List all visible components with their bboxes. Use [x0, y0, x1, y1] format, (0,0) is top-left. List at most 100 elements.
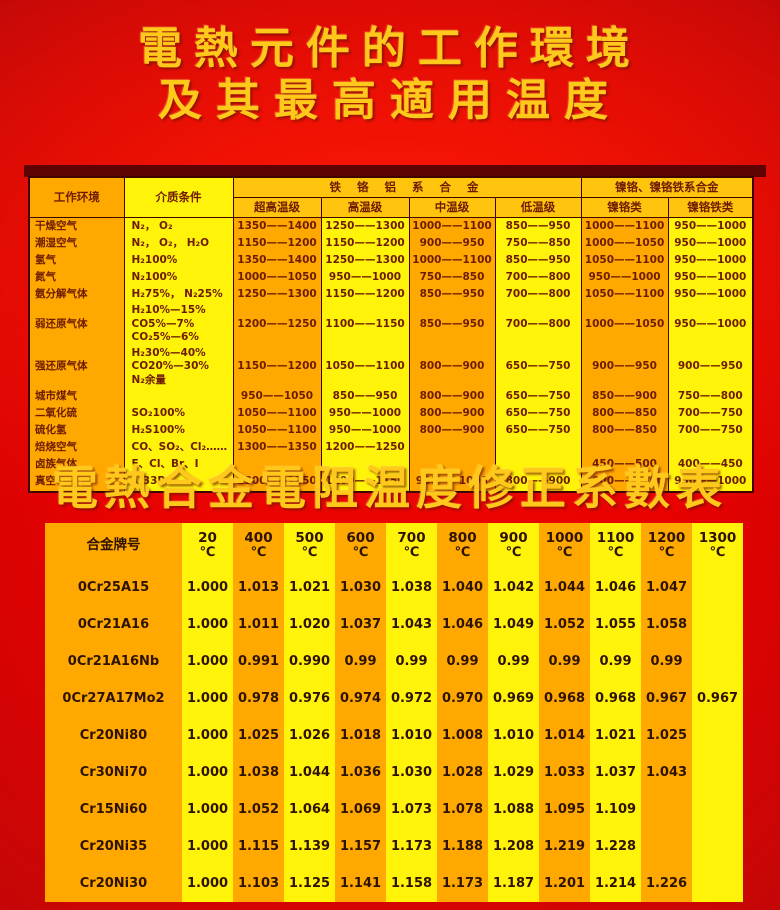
temperature-range-cell: 1350——1400 — [232, 217, 322, 235]
temperature-value-label: 400 — [244, 529, 273, 546]
temperature-range-cell: 1150——1200 — [320, 285, 410, 303]
temperature-range-cell: 1000——1050 — [232, 268, 322, 286]
table-row: 0Cr21A16Nb 1.000 0.991 0.990 0.99 0.99 0.99 0.9… — [45, 643, 743, 680]
coefficient-cell: 1.047 — [641, 569, 692, 606]
temperature-value-label: 900 — [499, 529, 528, 546]
work-environment-cell: 二氧化硫 — [28, 405, 125, 423]
alloy-grade-cell: Cr20Ni80 — [45, 717, 182, 754]
coefficient-cell: 0.99 — [641, 643, 692, 680]
coefficient-cell: 1.000 — [182, 754, 233, 791]
coefficient-cell: 1.201 — [539, 865, 590, 902]
table-row: 城市煤气 950——1050 850——950 800——900 650——750 850… — [28, 388, 754, 406]
medium-condition-cell: H₂75%， N₂25% — [123, 285, 234, 303]
temperature-range-cell: 1100——1150 — [320, 473, 410, 492]
temperature-range-cell: 850——950 — [320, 388, 410, 406]
coefficient-cell: 1.018 — [335, 717, 386, 754]
coefficient-cell: 1.000 — [182, 828, 233, 865]
coefficient-cell: 1.013 — [233, 569, 284, 606]
coefficient-cell: 0.99 — [335, 643, 386, 680]
coefficient-cell: 1.000 — [182, 865, 233, 902]
coefficient-cell: 0.99 — [590, 643, 641, 680]
temperature-range-cell: 900——950 — [580, 345, 669, 389]
alloy-grade-cell: 0Cr27A17Mo2 — [45, 680, 182, 717]
medium-condition-cell: N₂， O₂， H₂O — [123, 234, 234, 252]
work-environment-cell: 真空 — [28, 473, 125, 492]
table-row: 氨分解气体 H₂75%， N₂25% 1250——1300 1150——1200 850… — [28, 285, 754, 303]
coefficient-cell: 1.046 — [437, 606, 488, 643]
coefficient-cell: 1.173 — [386, 828, 437, 865]
coefficient-cell: 0.974 — [335, 680, 386, 717]
correction-coefficient-table: 合金牌号 20 ℃ 400 ℃ 500 ℃ 600 ℃ 700 ℃ 800 ℃ 900 ℃ 1000 ℃ 110… — [45, 523, 743, 902]
coefficient-cell: 0.991 — [233, 643, 284, 680]
temperature-range-cell: 1050——1100 — [320, 345, 410, 389]
work-environment-cell: 干燥空气 — [28, 217, 125, 235]
temperature-range-cell: 800——900 — [408, 345, 496, 389]
header-temperature-column: 500 ℃ — [284, 523, 335, 569]
work-environment-cell: 城市煤气 — [28, 388, 125, 406]
temperature-value-label: 500 — [295, 529, 324, 546]
temperature-range-cell: 700——800 — [494, 285, 582, 303]
temperature-range-cell: 900——1000 — [408, 473, 496, 492]
celsius-unit-label: ℃ — [454, 545, 471, 561]
alloy-grade-cell: Cr30Ni70 — [45, 754, 182, 791]
coefficient-cell: 1.044 — [539, 569, 590, 606]
temperature-range-cell: 700——750 — [667, 422, 754, 440]
coefficient-cell: 1.033 — [539, 754, 590, 791]
medium-condition-cell: F、Cl、Br、I — [123, 456, 234, 474]
temperature-range-cell: 800——850 — [580, 422, 669, 440]
coefficient-cell: 1.025 — [233, 717, 284, 754]
coefficient-cell: 1.109 — [590, 791, 641, 828]
header-medium-grade: 中温级 — [408, 196, 496, 218]
temperature-range-cell: 950——1000 — [667, 302, 754, 346]
temperature-value-label: 1300 — [698, 529, 737, 546]
table-row: 0Cr21A16 1.000 1.011 1.020 1.037 1.043 1.046 1.… — [45, 606, 743, 643]
coefficient-cell: 1.115 — [233, 828, 284, 865]
coefficient-cell: 1.000 — [182, 717, 233, 754]
table-row: Cr20Ni80 1.000 1.025 1.026 1.018 1.010 1.008 1.… — [45, 717, 743, 754]
temperature-range-cell: 1000——1050 — [580, 234, 669, 252]
temperature-range-cell: 950——1000 — [667, 217, 754, 235]
coefficient-cell: 0.967 — [641, 680, 692, 717]
celsius-unit-label: ℃ — [301, 545, 318, 561]
coefficient-cell: 0.969 — [488, 680, 539, 717]
temperature-range-cell: 950——1000 — [667, 251, 754, 269]
header-temperature-column: 800 ℃ — [437, 523, 488, 569]
temperature-value-label: 20 — [198, 529, 217, 546]
temperature-range-cell: 950——1000 — [320, 268, 410, 286]
coefficient-cell — [692, 754, 743, 791]
temperature-range-cell: 1050——1100 — [232, 405, 322, 423]
coefficient-cell: 0.976 — [284, 680, 335, 717]
temperature-range-cell: 700——800 — [494, 302, 582, 346]
temperature-range-cell: 850——950 — [408, 285, 496, 303]
temperature-range-cell: 950——1000 — [667, 234, 754, 252]
coefficient-cell — [692, 828, 743, 865]
work-environment-cell: 潮湿空气 — [28, 234, 125, 252]
celsius-unit-label: ℃ — [199, 545, 216, 561]
temperature-range-cell: 950——1000 — [667, 285, 754, 303]
coefficient-cell: 0.990 — [284, 643, 335, 680]
temperature-range-cell: 800——850 — [580, 405, 669, 423]
coefficient-cell: 1.029 — [488, 754, 539, 791]
table-row: Cr15Ni60 1.000 1.052 1.064 1.069 1.073 1.078 1.… — [45, 791, 743, 828]
medium-condition-cell: N₂， O₂ — [123, 217, 234, 235]
temperature-range-cell — [580, 439, 669, 457]
header-work-environment: 工作环境 — [28, 176, 125, 218]
coefficient-cell: 1.073 — [386, 791, 437, 828]
coefficient-cell: 1.030 — [335, 569, 386, 606]
coefficient-cell: 1.028 — [437, 754, 488, 791]
temperature-range-cell: 400——450 — [667, 456, 754, 474]
work-environment-cell: 硫化氢 — [28, 422, 125, 440]
coefficient-cell — [692, 865, 743, 902]
page-title-line2: 及其最高適用温度 — [158, 75, 622, 126]
coefficient-cell: 1.040 — [437, 569, 488, 606]
coefficient-cell: 0.99 — [539, 643, 590, 680]
table-row: 焙烧空气 CO、SO₂、Cl₂…… 1300——1350 1200——1250 — [28, 439, 754, 457]
coefficient-cell: 1.052 — [539, 606, 590, 643]
coefficient-cell: 1.139 — [284, 828, 335, 865]
temperature-range-cell — [494, 439, 582, 457]
section-title-correction-table: 電熱合金電阻温度修正系數表 — [52, 461, 728, 515]
work-environment-cell: 卤族气体 — [28, 456, 125, 474]
header-alloy-grade: 合金牌号 — [45, 523, 182, 569]
medium-condition-cell — [123, 388, 234, 406]
coefficient-cell: 1.043 — [386, 606, 437, 643]
